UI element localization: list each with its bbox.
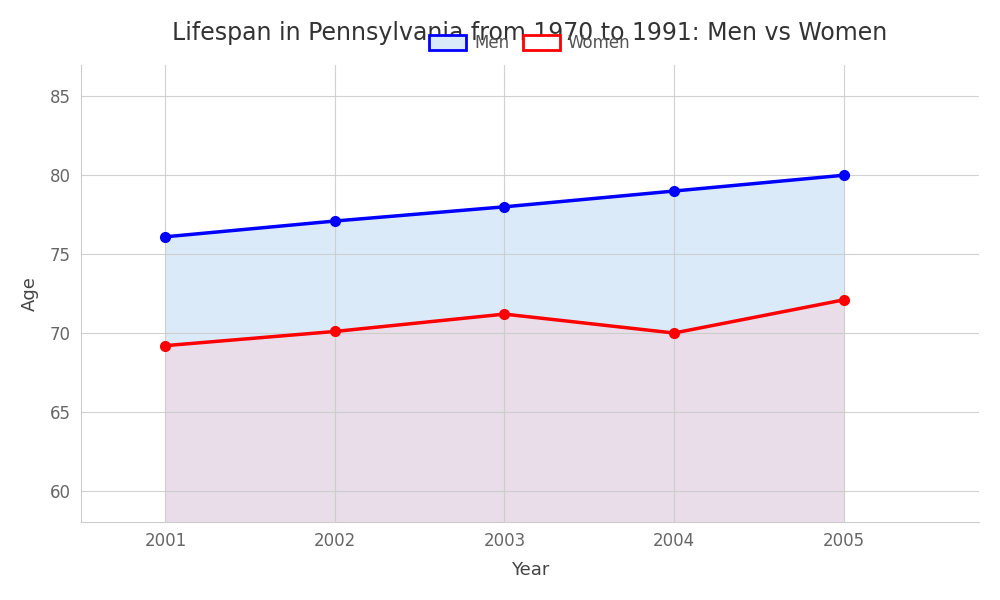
Y-axis label: Age: Age xyxy=(21,276,39,311)
Legend: Men, Women: Men, Women xyxy=(423,28,637,59)
Title: Lifespan in Pennsylvania from 1970 to 1991: Men vs Women: Lifespan in Pennsylvania from 1970 to 19… xyxy=(172,21,888,45)
X-axis label: Year: Year xyxy=(511,561,549,579)
